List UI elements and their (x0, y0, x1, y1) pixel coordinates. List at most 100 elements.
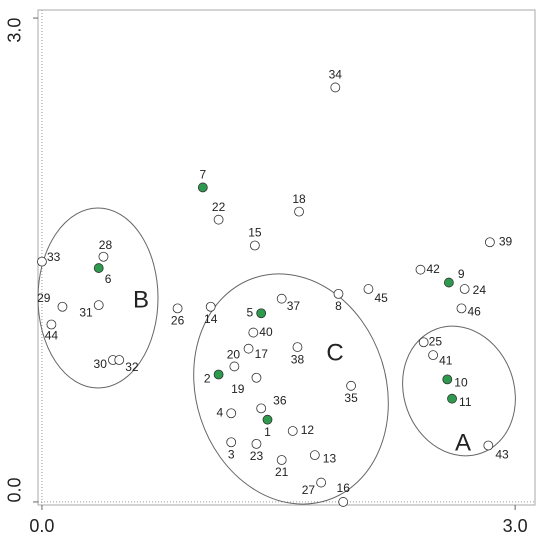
point (46, 319, 57, 330)
point (330, 82, 341, 93)
point-label: 25 (429, 334, 443, 348)
point (333, 288, 344, 299)
point (213, 369, 224, 380)
point (443, 277, 454, 288)
point-label: 33 (47, 250, 61, 264)
point (292, 342, 303, 352)
point-label: 40 (259, 325, 273, 339)
point (213, 214, 224, 225)
point (459, 284, 470, 294)
point-label: 38 (291, 352, 305, 366)
point-label: 14 (204, 312, 218, 326)
point-label: 15 (248, 226, 262, 240)
point (294, 206, 304, 217)
point-label: 12 (301, 423, 315, 437)
point (226, 437, 237, 448)
point (447, 393, 457, 404)
point-label: 26 (171, 314, 185, 328)
point (483, 440, 494, 451)
point-label: 20 (227, 348, 241, 362)
point (248, 327, 259, 338)
point-label: 28 (99, 238, 113, 252)
point (251, 438, 262, 449)
y-tick-label: 0.0 (5, 477, 25, 502)
point-label: 32 (125, 360, 139, 374)
point-label: 18 (292, 192, 306, 206)
group-label: B (133, 286, 149, 313)
point-label: 37 (287, 299, 301, 313)
x-tick-label: 0.0 (29, 516, 54, 536)
point (287, 426, 298, 436)
point-label: 30 (94, 357, 108, 371)
point (309, 450, 320, 461)
x-tick-label: 3.0 (503, 516, 528, 536)
point-label: 35 (344, 391, 358, 405)
point (243, 343, 254, 354)
point-label: 19 (231, 382, 245, 396)
group-ellipse (37, 207, 159, 389)
point-label: 21 (275, 465, 289, 479)
point (249, 240, 260, 251)
point-label: 3 (228, 447, 235, 461)
point-label: 2 (204, 372, 211, 386)
point-label: 46 (467, 305, 481, 319)
point-label: 8 (335, 299, 342, 313)
point-label: 17 (255, 347, 269, 361)
point-label: 44 (45, 329, 59, 343)
point-label: 11 (459, 395, 472, 409)
group-ellipse (402, 325, 516, 457)
point (442, 374, 453, 385)
point (418, 337, 429, 348)
point-label: 29 (37, 291, 51, 305)
point-label: 7 (199, 168, 206, 182)
point (114, 355, 125, 365)
point (256, 403, 267, 414)
point-label: 24 (473, 283, 487, 297)
point (456, 303, 467, 314)
point-label: 45 (374, 291, 388, 305)
point-label: 6 (105, 272, 112, 286)
group-ellipse (193, 273, 389, 505)
point-label: 10 (454, 376, 468, 390)
point (93, 300, 104, 311)
point (93, 263, 104, 273)
point (428, 350, 439, 361)
point-label: 4 (217, 405, 224, 419)
point (363, 284, 374, 294)
point (226, 408, 237, 419)
point (57, 301, 68, 312)
point-label: 5 (246, 305, 253, 319)
point (37, 256, 47, 267)
point (262, 414, 273, 425)
point (346, 380, 356, 391)
point-label: 34 (329, 68, 343, 82)
point (229, 361, 240, 372)
point (276, 455, 287, 465)
group-label: A (455, 429, 471, 456)
point-label: 1 (264, 425, 271, 439)
plot-frame (37, 9, 536, 506)
point (205, 301, 216, 312)
point (276, 293, 287, 304)
point (98, 251, 109, 262)
point-label: 43 (495, 448, 509, 462)
point-label: 42 (426, 262, 440, 276)
point (197, 182, 208, 193)
point-label: 16 (337, 481, 351, 495)
point-label: 27 (302, 483, 316, 497)
point (484, 237, 495, 248)
point (172, 303, 183, 314)
point-label: 39 (499, 234, 513, 248)
point (338, 497, 349, 507)
point-label: 31 (79, 305, 93, 319)
point-label: 22 (212, 200, 226, 214)
group-label: C (326, 339, 343, 366)
point (251, 372, 262, 383)
point (316, 477, 327, 488)
y-tick-label: 3.0 (5, 18, 25, 43)
point-label: 9 (458, 267, 465, 281)
point (256, 308, 267, 319)
point-label: 41 (439, 353, 453, 367)
point (415, 264, 426, 275)
